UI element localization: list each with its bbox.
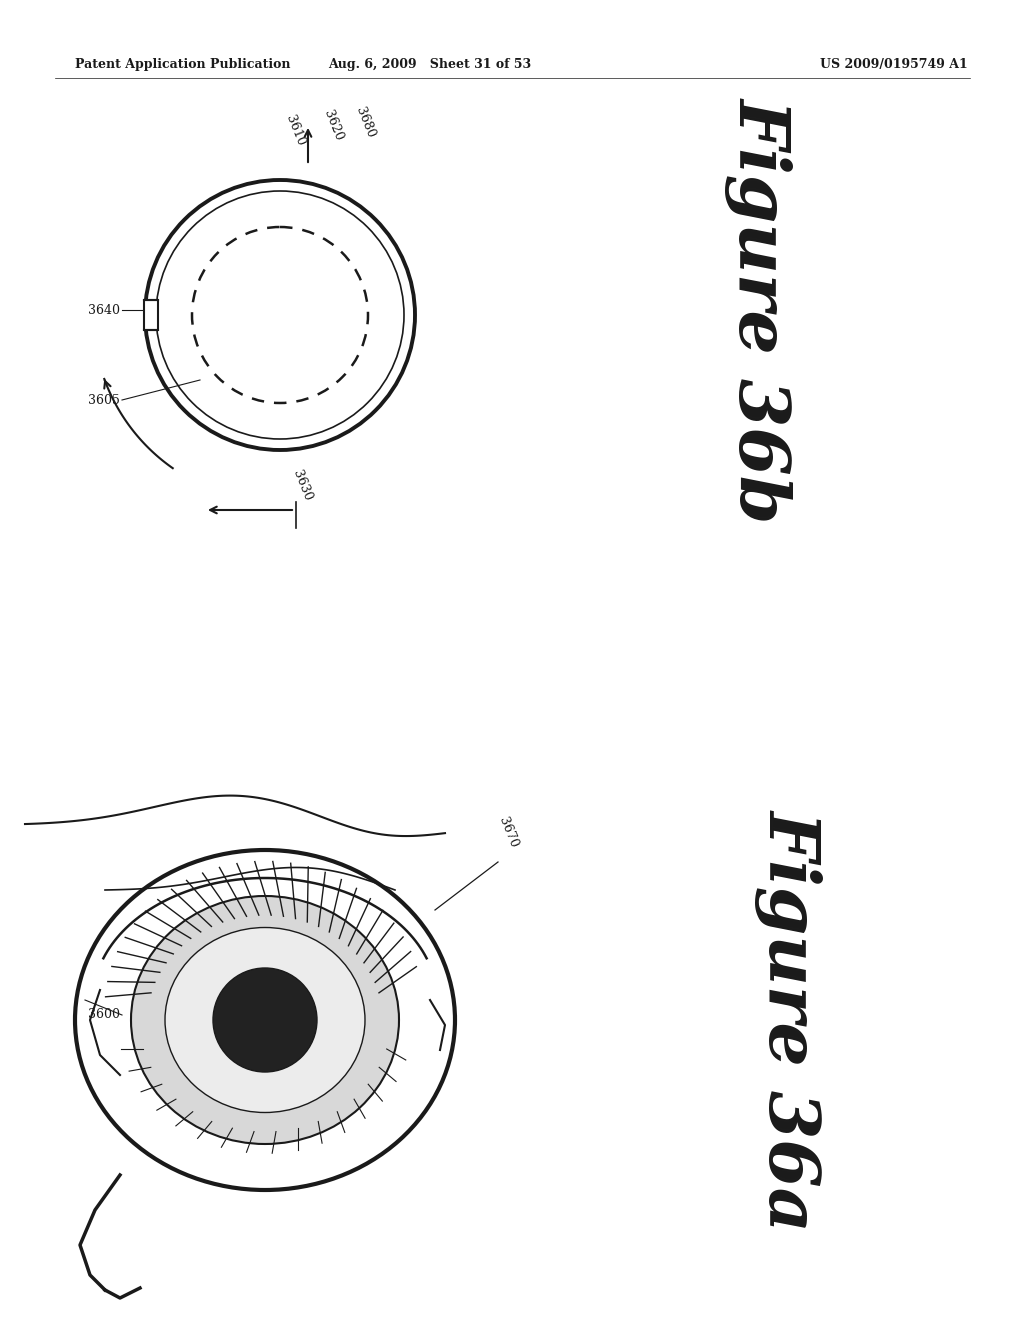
Ellipse shape xyxy=(78,853,452,1187)
Text: Aug. 6, 2009   Sheet 31 of 53: Aug. 6, 2009 Sheet 31 of 53 xyxy=(329,58,531,71)
Text: 3610: 3610 xyxy=(283,114,307,148)
Text: 3600: 3600 xyxy=(88,1008,120,1022)
Text: Patent Application Publication: Patent Application Publication xyxy=(75,58,291,71)
Text: 3630: 3630 xyxy=(290,469,314,503)
Text: 3670: 3670 xyxy=(496,816,520,850)
Text: 3605: 3605 xyxy=(88,393,120,407)
Text: 3680: 3680 xyxy=(353,106,377,140)
Text: US 2009/0195749 A1: US 2009/0195749 A1 xyxy=(820,58,968,71)
Circle shape xyxy=(213,968,317,1072)
Bar xyxy=(144,300,158,330)
Ellipse shape xyxy=(131,896,399,1144)
Ellipse shape xyxy=(165,928,365,1113)
Text: Figure 36a: Figure 36a xyxy=(756,809,824,1230)
Text: 3640: 3640 xyxy=(88,304,120,317)
Text: Figure 36b: Figure 36b xyxy=(726,98,794,523)
Text: 3620: 3620 xyxy=(321,108,345,143)
